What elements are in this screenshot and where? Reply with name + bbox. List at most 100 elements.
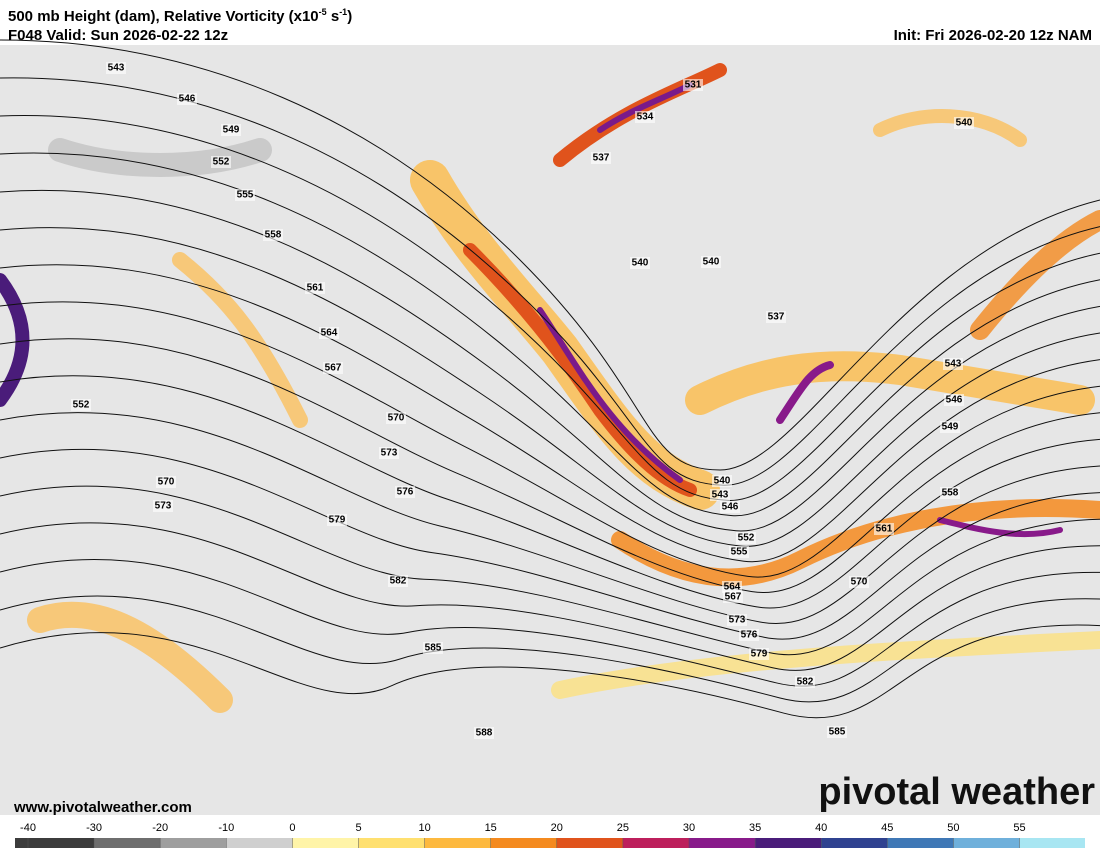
colorbar-swatch bbox=[490, 838, 557, 848]
contour-label: 570 bbox=[388, 413, 405, 424]
label-bg bbox=[739, 629, 759, 641]
contour-label: 567 bbox=[325, 363, 342, 374]
label-bg bbox=[423, 642, 443, 654]
valid-time: F048 Valid: Sun 2026-02-22 12z bbox=[8, 27, 228, 44]
label-bg bbox=[395, 486, 415, 498]
label-bg bbox=[71, 399, 91, 411]
label-bg bbox=[940, 487, 960, 499]
label-bg bbox=[388, 575, 408, 587]
label-bg bbox=[591, 152, 611, 164]
contour-label: 579 bbox=[329, 515, 346, 526]
label-bg bbox=[323, 362, 343, 374]
colorbar-label: -30 bbox=[86, 822, 102, 834]
label-bg bbox=[305, 282, 325, 294]
vort-band bbox=[611, 499, 1100, 587]
contour-label: 540 bbox=[632, 258, 649, 269]
contour-label: 543 bbox=[945, 359, 962, 370]
contour-label: 558 bbox=[265, 230, 282, 241]
contour-line bbox=[0, 115, 1100, 501]
label-bg bbox=[874, 523, 894, 535]
colorbar-label: -10 bbox=[218, 822, 234, 834]
colorbar-label: 25 bbox=[617, 822, 629, 834]
contour-label: 570 bbox=[851, 577, 868, 588]
label-bg bbox=[736, 532, 756, 544]
colorbar-label: 50 bbox=[947, 822, 959, 834]
label-bg bbox=[712, 475, 732, 487]
contour-label: 555 bbox=[731, 547, 748, 558]
contour-line bbox=[0, 39, 1100, 471]
vort-band bbox=[48, 138, 272, 177]
colorbar: -40 -30 -20 -10 0 5 10 15 20 25 30 35 40 45 50 55 bbox=[15, 822, 1085, 848]
contour-label: 564 bbox=[724, 582, 741, 593]
label-bg bbox=[153, 500, 173, 512]
label-bg bbox=[177, 93, 197, 105]
label-bg bbox=[722, 581, 742, 593]
colorbar-label: 55 bbox=[1013, 822, 1025, 834]
vort-band bbox=[937, 517, 1063, 538]
contour-line bbox=[0, 448, 1100, 640]
colorbar-swatch bbox=[226, 838, 293, 848]
vort-band bbox=[873, 109, 1027, 147]
colorbar-label: 35 bbox=[749, 822, 761, 834]
contour-label: 579 bbox=[751, 649, 768, 660]
contour-line bbox=[0, 301, 1100, 578]
contour-line bbox=[0, 412, 1100, 624]
contour-label: 549 bbox=[942, 422, 959, 433]
contour-label: 573 bbox=[381, 448, 398, 459]
contour-label: 573 bbox=[729, 615, 746, 626]
vort-band bbox=[27, 601, 233, 713]
contour-label: 573 bbox=[155, 501, 172, 512]
contour-label: 582 bbox=[797, 677, 814, 688]
contour-label: 546 bbox=[946, 395, 963, 406]
label-bg bbox=[795, 676, 815, 688]
colorbar-swatch bbox=[1019, 838, 1085, 848]
contour-label: 582 bbox=[390, 576, 407, 587]
contour-line bbox=[0, 558, 1100, 687]
colorbar-swatch bbox=[953, 838, 1020, 848]
label-bg bbox=[235, 189, 255, 201]
contour-label: 537 bbox=[593, 153, 610, 164]
colorbar-left bbox=[15, 838, 28, 848]
colorbar-swatch bbox=[689, 838, 756, 848]
vorticity-field bbox=[0, 63, 1100, 713]
contour-labels: 5435465495525555585615645675705735765795… bbox=[71, 62, 974, 739]
label-bg bbox=[849, 576, 869, 588]
contour-line bbox=[0, 522, 1100, 671]
contour-label: 531 bbox=[685, 80, 702, 91]
contour-label: 552 bbox=[73, 400, 90, 411]
contour-line bbox=[0, 227, 1100, 547]
contour-label: 570 bbox=[158, 477, 175, 488]
contour-label: 585 bbox=[425, 643, 442, 654]
contour-label: 537 bbox=[768, 312, 785, 323]
label-bg bbox=[635, 111, 655, 123]
colorbar-label: 10 bbox=[418, 822, 430, 834]
contour-label: 540 bbox=[703, 257, 720, 268]
label-bg bbox=[944, 394, 964, 406]
contour-label: 558 bbox=[942, 488, 959, 499]
contour-label: 552 bbox=[213, 157, 230, 168]
label-bg bbox=[327, 514, 347, 526]
colorbar-label: -20 bbox=[152, 822, 168, 834]
init-time: Init: Fri 2026-02-20 12z NAM bbox=[894, 27, 1092, 44]
logo: pivotal weather bbox=[818, 771, 1095, 813]
colorbar-swatch bbox=[28, 838, 95, 848]
vort-band bbox=[551, 631, 1100, 699]
label-bg bbox=[954, 117, 974, 129]
label-bg bbox=[723, 591, 743, 603]
colorbar-swatch bbox=[94, 838, 161, 848]
colorbar-swatch bbox=[887, 838, 954, 848]
contour-label: 540 bbox=[956, 118, 973, 129]
colorbar-swatch bbox=[160, 838, 227, 848]
colorbar-label: 15 bbox=[485, 822, 497, 834]
vort-band bbox=[0, 273, 30, 407]
label-bg bbox=[729, 546, 749, 558]
contour-line bbox=[0, 338, 1100, 594]
colorbar-label: 30 bbox=[683, 822, 695, 834]
colorbar-label: 45 bbox=[881, 822, 893, 834]
contour-label: 534 bbox=[637, 112, 654, 123]
label-bg bbox=[749, 648, 769, 660]
label-bg bbox=[263, 229, 283, 241]
label-bg bbox=[474, 727, 494, 739]
contour-label: 555 bbox=[237, 190, 254, 201]
contour-line bbox=[0, 77, 1100, 486]
